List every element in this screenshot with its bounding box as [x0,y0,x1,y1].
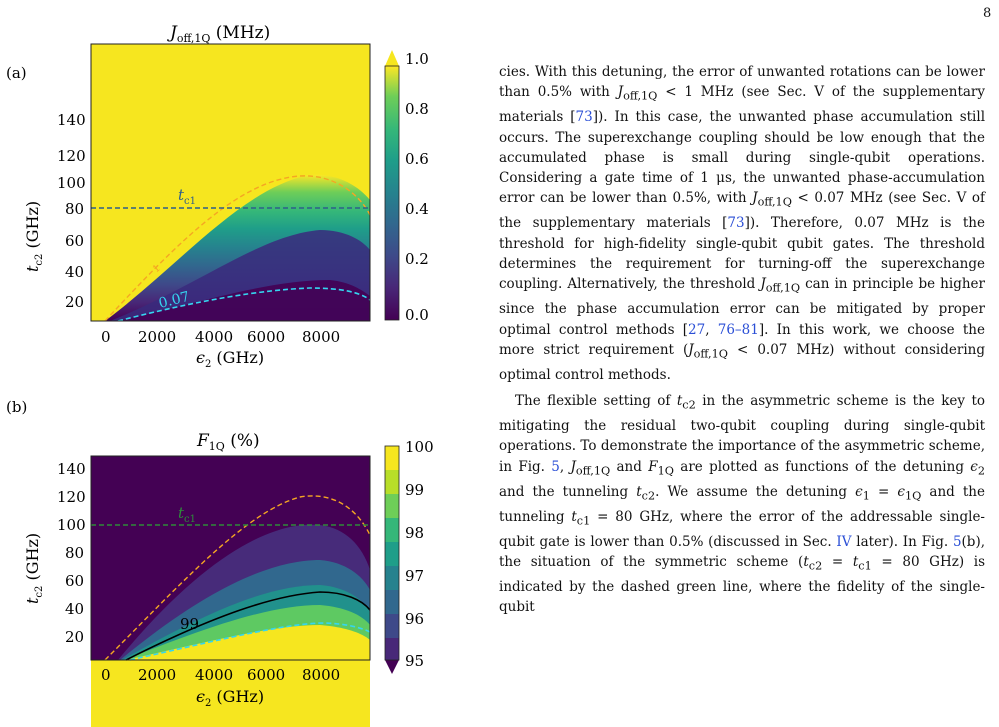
panel-a-contour-label: 0.07 [157,289,191,312]
ytick: 140 [57,460,86,478]
ytick: 80 [65,544,84,562]
colorbar-tick: 97 [405,567,424,585]
panel-b-orange-dashed-curve [104,495,370,661]
colorbar-tick: 0.2 [405,250,429,268]
panel-a-yticks: 140 120 100 80 60 40 20 [57,111,86,311]
panel-b-title: F1Q (%) [196,431,260,453]
panel-b-xticks: 0 2000 4000 6000 8000 [101,666,340,684]
colorbar-tick: 1.0 [405,50,429,68]
panel-a: (a) Joff,1Q (MHz) tc1 0.07 1 140 120 100… [6,23,429,370]
paragraph-1: cies. With this detuning, the error of u… [499,64,986,383]
xtick: 2000 [138,666,176,684]
colorbar-tick: 0.8 [405,100,429,118]
panel-a-xticks: 0 2000 4000 6000 8000 [101,328,340,346]
panel-b-tc1-annotation: tc1 [178,504,196,525]
xtick: 0 [101,328,111,346]
section-link[interactable]: IV [836,533,852,550]
panel-b-yticks: 140 120 100 80 60 40 20 [57,460,86,646]
xtick: 2000 [138,328,176,346]
ytick: 60 [65,572,84,590]
ytick: 100 [57,516,86,534]
ytick: 100 [57,174,86,192]
panel-a-label: (a) [6,64,27,82]
ytick: 20 [65,628,84,646]
colorbar-tick: 96 [405,610,424,628]
figure-link[interactable]: 5 [551,458,560,475]
panel-b-ylabel: tc2 (GHz) [23,533,45,604]
ytick: 80 [65,200,84,218]
colorbar-tick: 99 [405,481,424,499]
panel-b: (b) F1Q (%) tc1 99 140 120 100 80 60 40 [6,398,434,727]
body-text-column: cies. With this detuning, the error of u… [499,62,985,618]
ytick: 140 [57,111,86,129]
panel-a-xlabel: ϵ2 (GHz) [196,348,264,370]
panel-b-cyan-contour [129,622,370,661]
ytick: 40 [65,263,84,281]
colorbar-tick: 95 [405,652,424,670]
panel-b-contour-label: 99 [180,615,199,633]
colorbar-tick: 0.0 [405,306,429,324]
panel-a-cyan-contour [117,287,370,321]
xtick: 4000 [195,328,233,346]
colorbar-tick: 100 [405,438,434,456]
panel-b-label: (b) [6,398,27,416]
figure-5: (a) Joff,1Q (MHz) tc1 0.07 1 140 120 100… [0,0,470,727]
citation-link[interactable]: 27 [688,321,706,338]
ytick: 120 [57,147,86,165]
figure-link[interactable]: 5 [952,533,962,550]
xtick: 8000 [302,328,340,346]
citation-link[interactable]: 73 [575,109,593,126]
panel-a-colorbar: 1.0 0.8 0.6 0.4 0.2 0.0 [384,50,429,324]
panel-a-ylabel: tc2 (GHz) [23,201,45,272]
citation-link[interactable]: 73 [727,215,745,232]
colorbar-tick: 98 [405,524,424,542]
ytick: 120 [57,488,86,506]
panel-a-title: Joff,1Q (MHz) [167,23,270,45]
xtick: 8000 [302,666,340,684]
ytick: 60 [65,232,84,250]
page-number: 8 [983,6,992,21]
xtick: 6000 [247,666,285,684]
panel-a-tc1-annotation: tc1 [178,186,196,207]
xtick: 6000 [247,328,285,346]
figure-svg: (a) Joff,1Q (MHz) tc1 0.07 1 140 120 100… [6,23,434,727]
colorbar-tick: 0.6 [405,150,429,168]
panel-a-heatmap [91,44,370,321]
paragraph-2: The flexible setting of tc2 in the asymm… [499,393,986,616]
ytick: 20 [65,293,84,311]
panel-b-heatmap [91,456,370,727]
xtick: 4000 [195,666,233,684]
panel-a-orange-dashed-curve [104,175,370,321]
ytick: 40 [65,600,84,618]
xtick: 0 [101,666,111,684]
panel-b-frame [90,455,371,661]
panel-b-xlabel: ϵ2 (GHz) [196,687,264,709]
panel-a-frame [90,43,371,322]
citation-link[interactable]: 76–81 [717,321,759,338]
colorbar-tick: 0.4 [405,200,429,218]
panel-a-contour-label-small: 1 [151,263,163,276]
panel-b-99-contour [125,591,370,661]
panel-b-colorbar: 100 99 98 97 96 95 [384,438,434,674]
